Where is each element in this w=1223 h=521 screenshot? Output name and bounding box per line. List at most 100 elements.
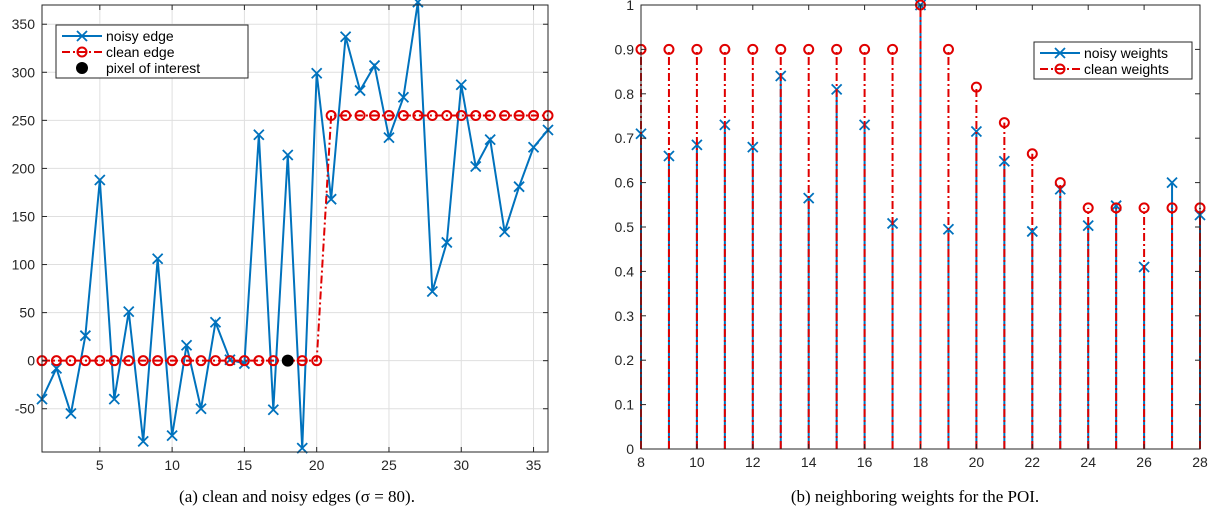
data-point: [970, 125, 983, 138]
legend-marker: [1054, 63, 1066, 75]
legend-marker: [1054, 47, 1066, 59]
series-line: [42, 114, 548, 362]
y-tick-label: 0.6: [615, 175, 635, 191]
y-tick-label: 0.5: [615, 219, 635, 235]
legend-box: [55, 24, 249, 79]
data-point: [383, 132, 395, 144]
data-point: [663, 43, 675, 55]
data-point: [803, 192, 815, 204]
caption-b: (b) neighboring weights for the POI.: [791, 487, 1039, 506]
data-point: [137, 435, 149, 448]
data-point: [296, 355, 308, 367]
data-point: [123, 306, 135, 318]
y-tick-label: -50: [15, 401, 35, 417]
data-point: [65, 355, 77, 367]
data-point: [368, 59, 381, 72]
caption-a: (a) clean and noisy edges (σ = 80).: [179, 487, 415, 506]
data-point: [484, 110, 496, 122]
y-tick-label: 250: [12, 112, 36, 128]
data-point: [691, 43, 703, 55]
data-point: [1082, 202, 1094, 214]
x-tick-label: 15: [237, 457, 253, 473]
data-point: [998, 155, 1010, 167]
legend-label: clean weights: [1084, 61, 1169, 77]
data-point: [339, 31, 352, 43]
x-tick-label: 10: [164, 457, 180, 473]
data-point: [369, 110, 381, 122]
data-point: [296, 442, 308, 454]
data-point: [513, 110, 525, 122]
y-tick-label: 50: [19, 305, 35, 321]
legend-marker: [76, 62, 88, 74]
data-point: [137, 355, 149, 367]
legend-label: pixel of interest: [106, 60, 200, 76]
data-point: [209, 316, 222, 328]
y-tick-label: 0.9: [615, 41, 635, 57]
data-point: [1082, 220, 1094, 232]
x-tick-label: 16: [857, 454, 873, 470]
data-point: [942, 43, 954, 55]
y-tick-label: 0: [626, 441, 634, 457]
data-point: [253, 129, 265, 141]
data-point: [970, 81, 982, 93]
data-point: [470, 160, 482, 173]
data-point: [1138, 202, 1150, 214]
data-point: [108, 393, 120, 405]
data-point: [397, 91, 410, 103]
data-point: [354, 110, 366, 122]
legend-marker: [76, 46, 88, 58]
axes-frame: [41, 4, 549, 453]
data-point: [79, 330, 92, 342]
data-point: [831, 43, 843, 55]
data-point: [209, 355, 221, 367]
data-point: [397, 110, 409, 122]
data-point: [499, 110, 511, 122]
data-point: [180, 339, 193, 351]
data-point: [65, 407, 77, 420]
data-point: [441, 236, 453, 249]
data-point: [1026, 225, 1038, 238]
data-point: [50, 355, 62, 367]
data-point: [1026, 148, 1038, 160]
series-line: [41, 1, 549, 449]
data-point: [1166, 176, 1178, 189]
data-point: [253, 355, 265, 367]
data-point: [470, 110, 482, 122]
data-point: [181, 355, 193, 367]
data-point: [1110, 202, 1122, 214]
y-tick-label: 0: [27, 353, 35, 369]
chart-b: 8 10 12 14 16 18 20 22 24 26 28 0 0.1 0.2 0.3 0.4 0.5 0.6…: [615, 0, 1208, 470]
data-point: [412, 110, 424, 122]
data-point: [195, 355, 207, 367]
legend-label: noisy edge: [106, 28, 174, 44]
data-point: [325, 193, 337, 205]
data-point: [1054, 177, 1066, 189]
data-point: [238, 355, 250, 367]
y-tick-label: 0.3: [615, 308, 635, 324]
data-point: [94, 174, 106, 186]
data-point: [998, 117, 1010, 129]
data-point: [803, 43, 815, 55]
data-point: [267, 355, 279, 367]
data-point: [152, 253, 164, 265]
data-point: [123, 355, 135, 367]
plot-area: [36, 0, 554, 454]
data-point: [484, 133, 496, 146]
data-point: [166, 355, 178, 367]
data-point: [1110, 200, 1122, 212]
x-tick-label: 20: [969, 454, 985, 470]
x-tick-label: 18: [913, 454, 929, 470]
legend-label: clean edge: [106, 44, 175, 60]
y-tick-label: 0.8: [615, 86, 635, 102]
data-point: [79, 355, 91, 367]
data-point: [455, 110, 467, 122]
data-point: [267, 404, 279, 416]
data-point: [354, 84, 366, 97]
y-tick-label: 350: [12, 16, 36, 32]
data-point: [1166, 202, 1178, 214]
data-point: [859, 43, 871, 55]
x-tick-label: 12: [745, 454, 761, 470]
x-tick-label: 5: [96, 457, 104, 473]
y-tick-label: 0.2: [615, 352, 635, 368]
x-tick-label: 26: [1136, 454, 1152, 470]
